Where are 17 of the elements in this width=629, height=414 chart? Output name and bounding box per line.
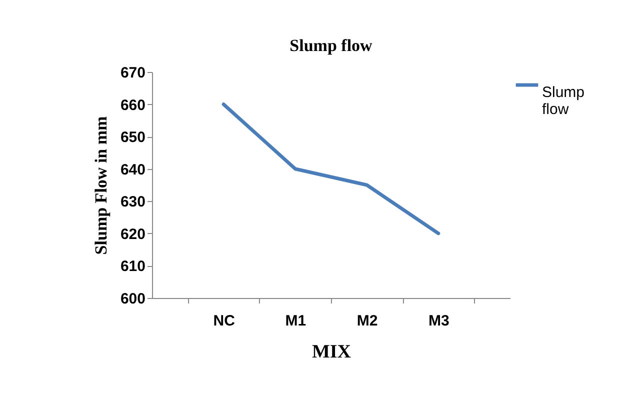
x-axis-title: MIX xyxy=(312,342,352,362)
chart-title: Slump flow xyxy=(290,36,374,55)
line-series xyxy=(222,102,440,236)
y-tick-label: 650 xyxy=(120,129,146,146)
y-tick-label: 660 xyxy=(120,96,146,114)
y-tick-label: 610 xyxy=(120,258,146,276)
x-tick-label: M2 xyxy=(356,312,378,330)
legend-label: Slump flow xyxy=(542,84,585,118)
y-tick-label: 670 xyxy=(120,64,146,82)
x-tick-label: NC xyxy=(213,312,236,330)
y-tick-label: 630 xyxy=(120,194,146,211)
x-tick-label: M1 xyxy=(285,312,306,330)
y-tick-label: 600 xyxy=(120,290,146,308)
y-tick-label: 640 xyxy=(120,161,146,178)
y-tick-label: 620 xyxy=(120,226,146,243)
y-axis-title: Slump Flow in mm xyxy=(91,116,110,255)
x-tick-label: M3 xyxy=(428,312,450,330)
